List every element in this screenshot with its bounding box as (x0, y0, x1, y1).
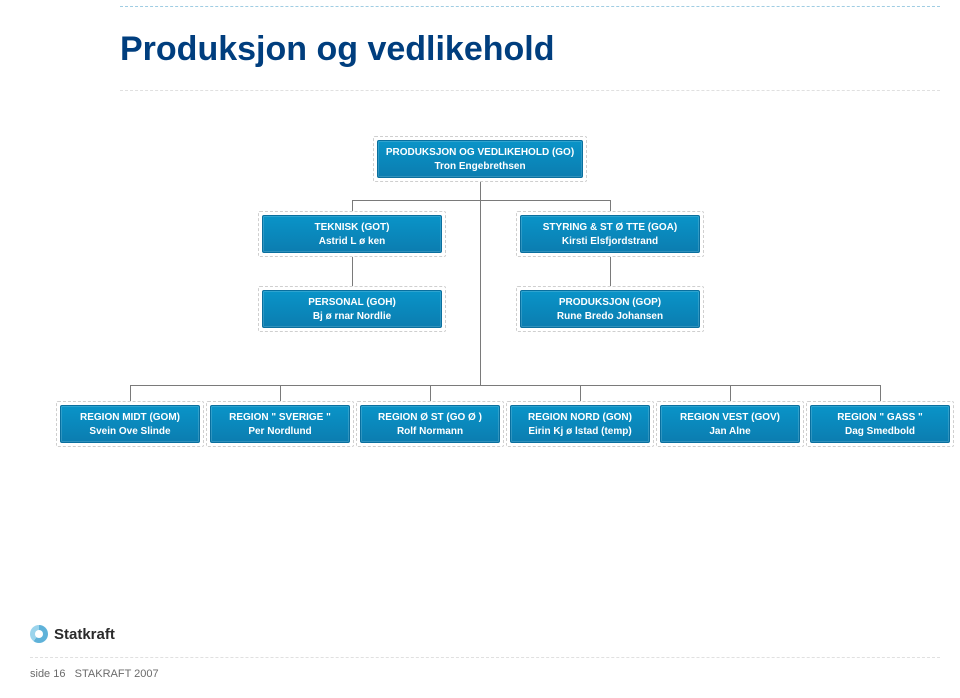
node-styring: STYRING & ST Ø TTE (GOA)Kirsti Elsfjords… (520, 215, 700, 253)
node-region-5-line1: REGION " GASS " (815, 411, 945, 425)
node-region-3-line2: Eirin Kj ø lstad (temp) (515, 425, 645, 439)
page-title: Produksjon og vedlikehold (120, 30, 555, 69)
node-region-2-line2: Rolf Normann (365, 425, 495, 439)
node-personal-line2: Bj ø rnar Nordlie (267, 310, 437, 324)
logo-text: Statkraft (54, 626, 115, 643)
node-region-0-line1: REGION MIDT (GOM) (65, 411, 195, 425)
node-region-4: REGION VEST (GOV)Jan Alne (660, 405, 800, 443)
logo-mark-icon (30, 625, 48, 643)
node-region-2: REGION Ø ST (GO Ø )Rolf Normann (360, 405, 500, 443)
node-region-3-line1: REGION NORD (GON) (515, 411, 645, 425)
node-region-0: REGION MIDT (GOM)Svein Ove Slinde (60, 405, 200, 443)
page-number: side 16 (30, 668, 65, 680)
node-region-4-line2: Jan Alne (665, 425, 795, 439)
logo: Statkraft (30, 625, 115, 643)
node-personal-line1: PERSONAL (GOH) (267, 296, 437, 310)
doc-label: STAKRAFT 2007 (75, 668, 159, 680)
node-produksjon: PRODUKSJON (GOP)Rune Bredo Johansen (520, 290, 700, 328)
node-region-3: REGION NORD (GON)Eirin Kj ø lstad (temp) (510, 405, 650, 443)
node-produksjon-line2: Rune Bredo Johansen (525, 310, 695, 324)
footer-rule (30, 657, 940, 658)
node-root-line2: Tron Engebrethsen (382, 160, 578, 174)
node-region-5-line2: Dag Smedbold (815, 425, 945, 439)
node-region-4-line1: REGION VEST (GOV) (665, 411, 795, 425)
node-root: PRODUKSJON OG VEDLIKEHOLD (GO)Tron Engeb… (377, 140, 583, 178)
node-region-0-line2: Svein Ove Slinde (65, 425, 195, 439)
node-teknisk-line2: Astrid L ø ken (267, 235, 437, 249)
node-region-1-line2: Per Nordlund (215, 425, 345, 439)
mid-rule (120, 90, 940, 91)
node-region-2-line1: REGION Ø ST (GO Ø ) (365, 411, 495, 425)
node-personal: PERSONAL (GOH)Bj ø rnar Nordlie (262, 290, 442, 328)
node-teknisk: TEKNISK (GOT)Astrid L ø ken (262, 215, 442, 253)
node-produksjon-line1: PRODUKSJON (GOP) (525, 296, 695, 310)
top-rule (120, 6, 940, 7)
node-region-5: REGION " GASS "Dag Smedbold (810, 405, 950, 443)
node-root-line1: PRODUKSJON OG VEDLIKEHOLD (GO) (382, 146, 578, 160)
node-region-1: REGION " SVERIGE "Per Nordlund (210, 405, 350, 443)
footer-text: side 16 STAKRAFT 2007 (30, 668, 159, 680)
node-styring-line1: STYRING & ST Ø TTE (GOA) (525, 221, 695, 235)
node-styring-line2: Kirsti Elsfjordstrand (525, 235, 695, 249)
node-region-1-line1: REGION " SVERIGE " (215, 411, 345, 425)
node-teknisk-line1: TEKNISK (GOT) (267, 221, 437, 235)
